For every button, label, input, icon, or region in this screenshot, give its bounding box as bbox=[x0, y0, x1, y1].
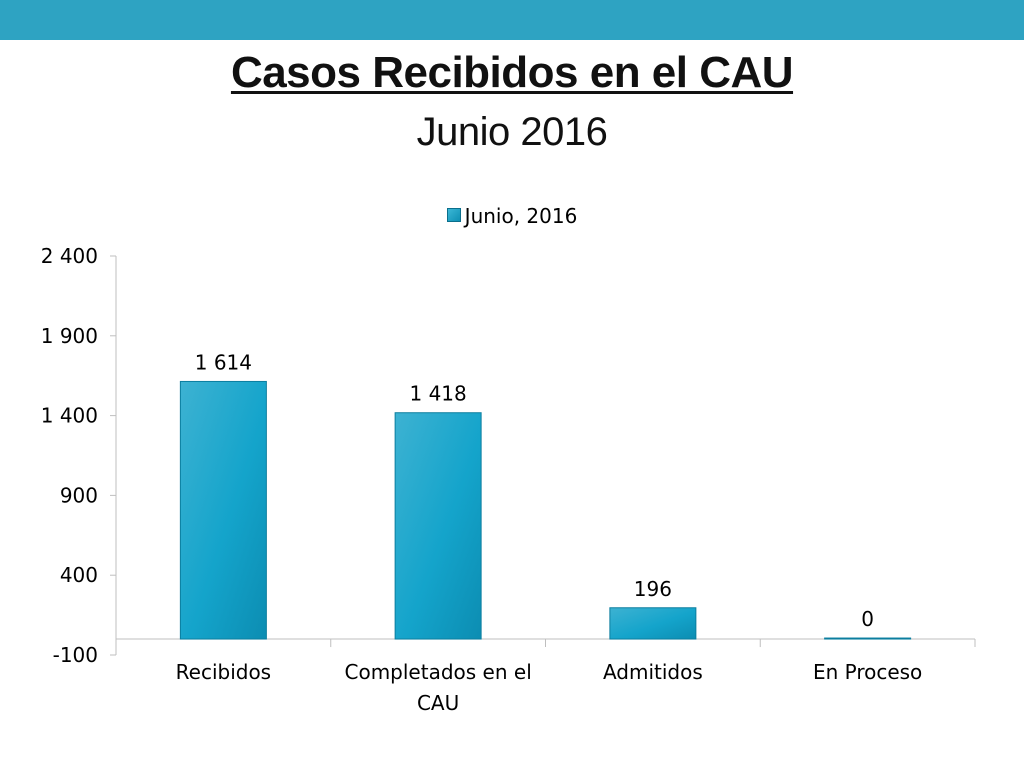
bar bbox=[179, 380, 267, 640]
x-tick-label: En Proceso bbox=[813, 660, 922, 684]
data-label: 1 418 bbox=[409, 382, 466, 406]
top-accent-band bbox=[0, 0, 1024, 40]
page-subtitle: Junio 2016 bbox=[416, 110, 608, 154]
y-tick-label: 1 400 bbox=[41, 404, 98, 428]
y-tick-label: 900 bbox=[60, 483, 98, 507]
y-tick-label: 2 400 bbox=[41, 244, 98, 268]
data-label: 196 bbox=[634, 577, 672, 601]
x-tick-label: Recibidos bbox=[176, 660, 271, 684]
bar bbox=[609, 607, 697, 640]
bar bbox=[394, 412, 482, 640]
x-tick-label: Admitidos bbox=[603, 660, 703, 684]
page-title: Casos Recibidos en el CAU bbox=[230, 48, 794, 97]
x-tick-label: Completados en el bbox=[345, 660, 532, 684]
bar bbox=[824, 637, 912, 640]
y-tick-label: 1 900 bbox=[41, 324, 98, 348]
legend-swatch bbox=[446, 208, 461, 222]
y-tick-label: -100 bbox=[53, 643, 98, 667]
data-label: 1 614 bbox=[195, 350, 252, 374]
legend-label: Junio, 2016 bbox=[464, 204, 578, 228]
data-label: 0 bbox=[861, 607, 874, 631]
chart-legend: Junio, 2016 bbox=[0, 204, 1024, 228]
y-tick-label: 400 bbox=[60, 563, 98, 587]
x-tick-label: CAU bbox=[417, 691, 459, 715]
